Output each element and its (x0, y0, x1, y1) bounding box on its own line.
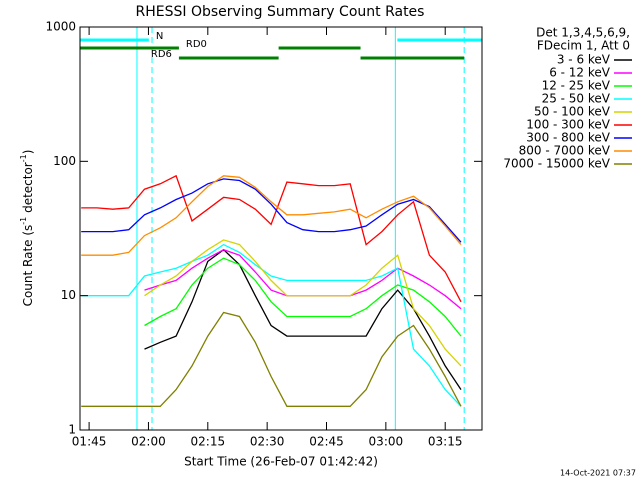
legend-label: 6 - 12 keV (549, 66, 611, 80)
y-label-part: Count Rate (s (21, 225, 35, 307)
x-tick-label: 03:15 (428, 435, 463, 449)
legend-label: 50 - 100 keV (534, 105, 611, 119)
flag-label: RD6 (151, 49, 172, 60)
flag-label: RD0 (186, 39, 207, 50)
legend-label: 7000 - 15000 keV (503, 157, 610, 171)
y-label-sup: -1 (19, 154, 28, 162)
y-tick-label: 1 (68, 423, 76, 437)
legend-label: 3 - 6 keV (557, 53, 611, 67)
legend-label: 25 - 50 keV (542, 92, 611, 106)
x-axis-label: Start Time (26-Feb-07 01:42:42) (184, 455, 378, 469)
legend-label: 100 - 300 keV (526, 118, 610, 132)
y-tick-label: 10 (61, 288, 76, 302)
x-tick-label: 02:15 (191, 435, 226, 449)
footer: 14-Oct-2021 07:37 (560, 469, 636, 478)
series-line (144, 257, 462, 337)
chart-title: RHESSI Observing Summary Count Rates (136, 4, 425, 20)
legend-label: 800 - 7000 keV (519, 144, 611, 158)
legend-label: 300 - 800 keV (526, 131, 610, 145)
series-line (144, 248, 462, 390)
y-tick-label: 1000 (45, 20, 76, 34)
x-tick-label: 02:00 (131, 435, 166, 449)
series-line (81, 175, 462, 256)
y-tick-label: 100 (53, 154, 76, 168)
axes-frame (79, 26, 483, 431)
y-axis-label: Count Rate (s-1 detector-1) (19, 150, 35, 307)
y-label-part: detector (21, 162, 35, 217)
x-tick-label: 02:45 (309, 435, 344, 449)
y-label-part: ) (21, 150, 35, 155)
series-line (81, 178, 462, 243)
series-line (81, 174, 462, 303)
legend-header: FDecim 1, Att 0 (537, 39, 630, 53)
plot-area (80, 27, 482, 430)
flag-label: N (156, 31, 163, 42)
series-line (81, 243, 462, 407)
legend-label: 12 - 25 keV (542, 79, 611, 93)
legend-header: Det 1,3,4,5,6,9, (536, 26, 630, 40)
x-tick-label: 03:00 (369, 435, 404, 449)
x-tick-label: 01:45 (72, 435, 107, 449)
series-line (81, 311, 462, 407)
x-tick-label: 02:30 (250, 435, 285, 449)
y-label-sup: -1 (19, 217, 28, 225)
series-line (144, 239, 462, 367)
